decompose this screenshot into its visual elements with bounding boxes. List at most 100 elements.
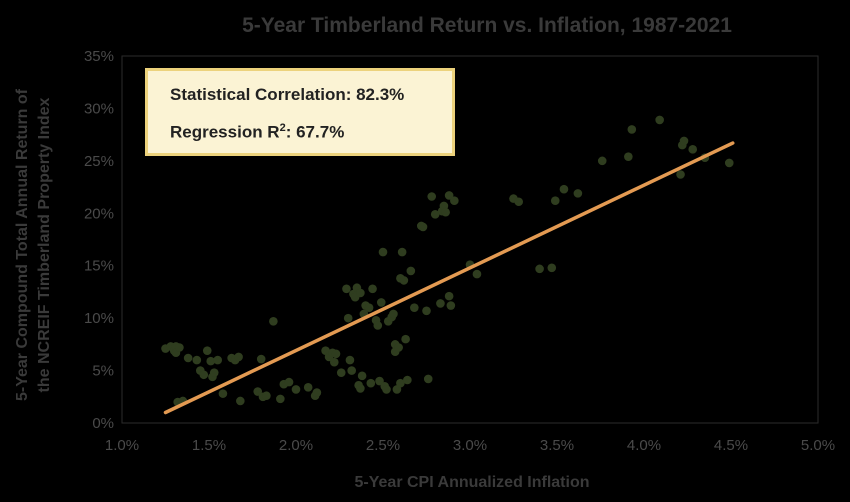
data-point (382, 385, 391, 394)
correlation-text: Statistical Correlation: 82.3% (170, 85, 405, 104)
data-point (389, 309, 398, 319)
data-points (161, 115, 734, 407)
plot-frame (121, 55, 819, 424)
data-point (394, 343, 403, 352)
data-point (347, 366, 356, 375)
data-point (373, 321, 383, 330)
y-tick-label: 5% (92, 363, 114, 380)
data-point (410, 303, 419, 312)
data-point (392, 385, 402, 394)
data-point (206, 356, 216, 366)
data-point (253, 387, 263, 396)
regression-trendline (163, 141, 735, 415)
data-point (655, 115, 664, 125)
data-point (342, 284, 351, 294)
data-point (303, 383, 313, 392)
data-point (418, 222, 428, 232)
data-point (356, 288, 365, 298)
x-tick-label: 3.5% (540, 437, 574, 454)
chart-title: 5-Year Timberland Return vs. Inflation, … (242, 14, 732, 37)
data-point (199, 370, 209, 380)
data-point (444, 291, 454, 301)
x-tick-label: 4.5% (714, 437, 748, 454)
y-axis-title-line2: the NCREIF Timberland Property Index (36, 97, 53, 392)
data-point (329, 357, 339, 367)
data-point (573, 189, 583, 198)
data-point (209, 368, 219, 377)
r-squared-superscript: 2 (279, 122, 286, 134)
r-squared-text: Regression R2: 67.7% (170, 119, 452, 142)
x-tick-label: 4.0% (627, 437, 661, 454)
data-point (627, 125, 637, 134)
statistics-annotation-box: Statistical Correlation: 82.3% Regressio… (145, 68, 455, 156)
x-tick-label: 3.0% (453, 437, 487, 454)
y-tick-label: 15% (84, 258, 114, 275)
data-point (357, 371, 367, 381)
data-point (192, 355, 202, 365)
trendline-group (163, 141, 735, 415)
data-point (430, 210, 440, 219)
data-point (236, 396, 245, 406)
y-tick-label: 25% (84, 153, 114, 170)
x-tick-label: 5.0% (801, 437, 835, 454)
data-point (343, 313, 353, 323)
data-point (396, 378, 405, 388)
data-point (262, 391, 271, 401)
data-point (399, 276, 409, 285)
plot-area (121, 55, 819, 424)
data-point (336, 368, 346, 377)
data-point (422, 306, 431, 316)
x-tick-label: 2.0% (279, 437, 313, 454)
data-point (535, 264, 544, 274)
r-squared-prefix: Regression R (170, 122, 280, 142)
data-point (375, 376, 384, 386)
y-axis-title-line1: 5-Year Compound Total Annual Return of (14, 88, 31, 401)
data-point (331, 349, 341, 359)
data-point (423, 374, 433, 384)
data-point (436, 299, 445, 308)
data-point (427, 192, 437, 201)
data-point (401, 334, 410, 344)
data-point (284, 377, 294, 387)
data-point (183, 353, 193, 363)
data-point (345, 355, 355, 365)
data-point (724, 158, 734, 168)
y-axis-ticks: 0% 5% 10% 15% 20% 25% 30% 35% (84, 48, 114, 432)
data-point (213, 355, 222, 365)
data-point (269, 316, 278, 326)
data-point (218, 389, 228, 398)
data-point (676, 170, 685, 179)
data-point (624, 152, 633, 161)
data-point (547, 263, 557, 273)
data-point (446, 301, 456, 310)
data-point (234, 352, 243, 362)
x-tick-label: 2.5% (366, 437, 400, 454)
data-point (256, 354, 266, 364)
data-point (321, 346, 330, 355)
y-tick-label: 30% (84, 100, 114, 117)
data-point (175, 343, 184, 352)
data-point (376, 298, 386, 307)
data-point (368, 284, 377, 294)
data-point (550, 196, 560, 206)
data-point (688, 145, 698, 154)
r-squared-value: : 67.7% (285, 122, 345, 142)
data-point (312, 388, 322, 397)
y-tick-label: 35% (84, 48, 114, 65)
data-point (559, 184, 569, 194)
data-point (202, 346, 212, 355)
data-point (366, 378, 376, 388)
data-point (597, 156, 607, 166)
data-point (291, 385, 301, 394)
x-axis-title: 5-Year CPI Annualized Inflation (355, 474, 590, 491)
y-tick-label: 0% (92, 415, 114, 432)
x-axis-ticks: 1.0% 1.5% 2.0% 2.5% 3.0% 3.5% 4.0% 4.5% 5.0% (105, 437, 835, 454)
data-point (514, 197, 524, 207)
data-point (403, 375, 412, 385)
data-point (378, 247, 388, 257)
data-point (406, 266, 416, 276)
data-point (450, 196, 459, 206)
x-tick-label: 1.5% (192, 437, 226, 454)
x-tick-label: 1.0% (105, 437, 139, 454)
